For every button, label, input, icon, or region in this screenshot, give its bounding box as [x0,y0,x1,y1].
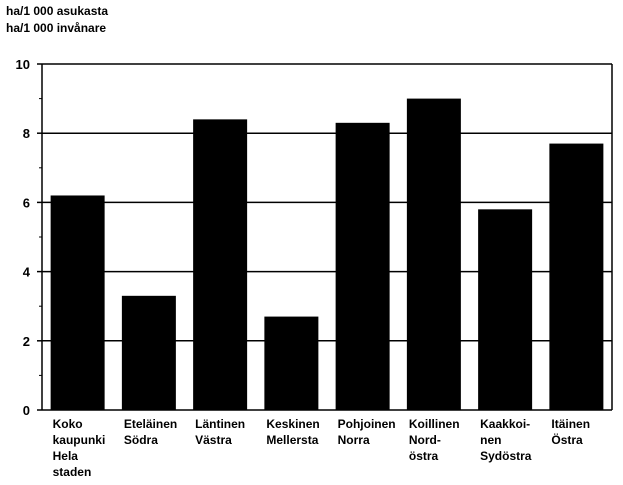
bar [193,119,248,411]
x-category-label: staden [53,465,92,479]
x-category-label: Kaakkoi- [480,417,530,431]
bar [50,195,105,410]
x-category-label: Östra [551,432,583,447]
y-axis-label-fi: ha/1 000 asukasta [6,4,109,18]
y-tick-label: 0 [23,403,30,418]
bar [335,122,390,410]
x-category-label: Läntinen [195,417,245,431]
x-category-label: Koko [53,417,83,431]
y-tick-label: 6 [23,195,30,210]
x-category-label: Västra [195,433,232,447]
x-category-label: Hela [53,449,79,463]
x-category-label: nen [480,433,501,447]
bar [478,209,533,410]
y-tick-label: 10 [16,57,30,72]
y-tick-label: 4 [23,265,31,280]
x-category-label: Koillinen [409,417,460,431]
y-axis-label-sv: ha/1 000 invånare [6,21,107,35]
x-category-label: östra [409,449,439,463]
bar [406,98,461,410]
x-category-label: Norra [338,433,370,447]
bar [264,316,319,410]
x-category-label: Nord- [409,433,441,447]
x-category-label: Södra [124,433,158,447]
x-category-label: Eteläinen [124,417,177,431]
x-category-label: Keskinen [266,417,319,431]
x-category-label: Mellersta [266,433,318,447]
x-category-label: Pohjoinen [338,417,396,431]
y-tick-label: 2 [23,334,30,349]
x-category-label: Sydöstra [480,449,532,463]
y-tick-label: 8 [23,126,30,141]
bar [549,143,604,410]
bar [121,295,176,410]
x-category-label: Itäinen [551,417,590,431]
x-category-label: kaupunki [53,433,106,447]
